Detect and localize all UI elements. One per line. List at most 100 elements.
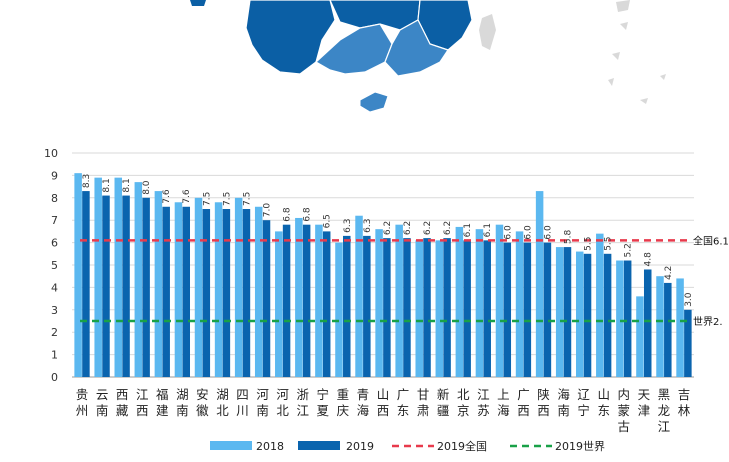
bars (74, 173, 692, 377)
category-label: 西 (116, 387, 129, 402)
y-tick-label: 7 (51, 214, 58, 227)
category-label: 甘 (417, 387, 430, 402)
bar-2018 (254, 206, 263, 377)
data-label: 4.8 (644, 252, 654, 267)
map-island-5 (640, 98, 648, 104)
legend-label-2019: 2019 (346, 440, 374, 453)
category-label: 林 (678, 403, 691, 418)
category-label: 海 (497, 403, 510, 418)
data-label: 7.5 (242, 192, 252, 206)
legend: 2018 2019 2019全国 2019世界 (210, 439, 605, 453)
category-label: 青 (357, 387, 370, 402)
y-tick-label: 10 (44, 147, 58, 160)
category-label: 广 (397, 387, 410, 402)
category-label: 福 (156, 387, 169, 402)
bar-2019 (262, 220, 271, 377)
bar-2019 (202, 209, 211, 377)
category-label: 南 (557, 403, 570, 418)
category-label: 西 (377, 403, 390, 418)
bar-2019 (423, 238, 431, 377)
bar-2018 (194, 197, 203, 377)
category-label: 河 (256, 387, 269, 402)
bar-2019 (383, 238, 391, 377)
bar-2018 (335, 242, 343, 377)
bar-2018 (395, 224, 403, 377)
bar-2018 (455, 226, 464, 377)
data-label: 7.5 (202, 192, 212, 206)
category-label: 吉 (678, 387, 691, 402)
y-tick-label: 3 (51, 304, 58, 317)
data-label: 5.2 (624, 243, 634, 257)
bar-2019 (162, 206, 170, 377)
category-label: 黑 (658, 387, 671, 402)
y-tick-label: 8 (51, 192, 58, 205)
bar-2018 (134, 182, 143, 377)
category-label: 重 (337, 387, 350, 402)
data-label: 5.5 (604, 236, 614, 250)
category-label: 江 (477, 387, 490, 402)
bar-2018 (676, 278, 684, 377)
bar-2018 (154, 191, 163, 377)
data-label: 8.1 (102, 178, 112, 192)
reference-label: 世界2. (693, 316, 723, 328)
data-label: 6.2 (403, 221, 413, 235)
category-label: 龙 (658, 403, 671, 418)
legend-swatch-2019 (298, 441, 340, 450)
category-label: 京 (457, 403, 470, 418)
category-label: 东 (597, 403, 610, 418)
bar-2018 (74, 173, 82, 377)
bar-2018 (234, 197, 243, 377)
china-map-fragment (190, 0, 666, 113)
bar-2018 (596, 233, 604, 377)
data-label: 6.8 (303, 207, 313, 222)
data-label: 6.2 (423, 221, 433, 235)
data-label: 8.3 (82, 174, 92, 188)
data-label: 7.6 (162, 189, 172, 204)
legend-label-national: 2019全国 (437, 439, 487, 453)
data-labels: 8.3 8.1 8.1 8.0 7.6 7.6 7.5 7.5 7.5 7.0 6.8 6.8 6.5 6… (82, 174, 694, 307)
bar-2019 (643, 269, 652, 377)
data-label: 6.2 (443, 221, 453, 235)
bar-2019 (563, 247, 572, 377)
category-label: 宁 (577, 403, 590, 418)
bar-2018 (375, 229, 383, 377)
category-label: 内 (618, 387, 631, 402)
bar-2019 (242, 209, 251, 377)
bar-2018 (174, 202, 183, 377)
category-label: 蒙 (618, 403, 631, 418)
data-label: 7.0 (263, 203, 273, 218)
category-label: 南 (176, 403, 189, 418)
category-label: 西 (537, 403, 550, 418)
category-label: 新 (437, 387, 450, 402)
category-label: 海 (557, 387, 570, 402)
y-tick-label: 2 (51, 326, 58, 339)
category-label: 宁 (317, 387, 330, 402)
data-label: 8.0 (142, 180, 152, 195)
bar-2018 (214, 202, 223, 377)
data-label: 3.0 (684, 292, 694, 307)
bar-2019 (603, 253, 612, 377)
category-label: 安 (196, 387, 209, 402)
category-label: 湖 (176, 387, 189, 402)
bar-2019 (623, 260, 632, 377)
map-island-1 (616, 0, 630, 12)
category-label: 辽 (577, 387, 590, 402)
y-tick-label: 9 (51, 169, 58, 182)
data-label: 8.1 (122, 178, 132, 192)
bar-2019 (182, 206, 191, 377)
legend-swatch-2018 (210, 441, 252, 450)
category-label: 北 (276, 403, 289, 418)
data-label: 5.5 (584, 236, 594, 250)
bar-2018 (94, 177, 102, 377)
category-label: 陕 (537, 387, 550, 402)
y-tick-label: 6 (51, 237, 58, 250)
category-label: 庆 (337, 403, 350, 418)
category-label: 西 (136, 403, 149, 418)
bar-2018 (355, 215, 363, 377)
bar-2019 (583, 253, 592, 377)
category-label: 川 (236, 403, 249, 418)
category-label: 肃 (417, 403, 430, 418)
map-island-2 (620, 22, 628, 30)
data-label: 5.8 (563, 229, 573, 244)
y-tick-label: 4 (51, 281, 58, 294)
